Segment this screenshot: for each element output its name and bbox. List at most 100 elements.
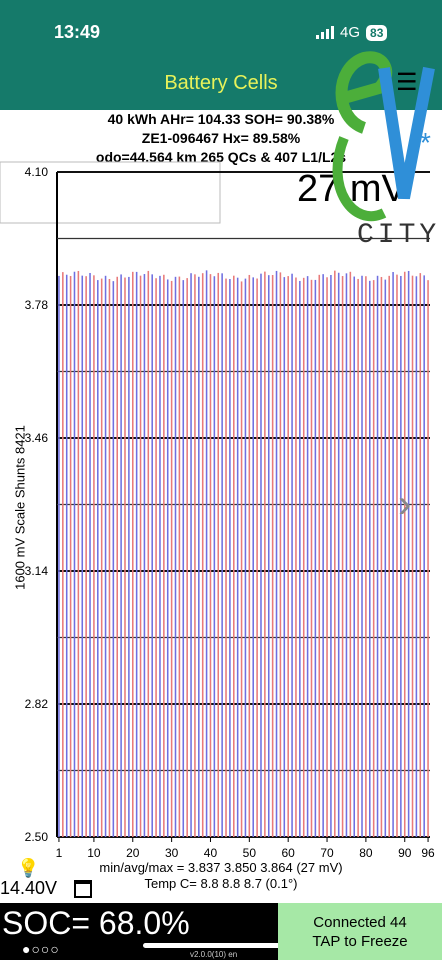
cell-bar (174, 276, 177, 837)
info-line-odo: odo=44,564 km 265 QCs & 407 L1/L2s (95, 149, 347, 165)
cell-bar (240, 281, 243, 837)
x-tick-label: 50 (243, 846, 257, 860)
cell-bar (128, 276, 130, 837)
x-tick-label: 80 (359, 846, 373, 860)
cell-bar (217, 272, 220, 837)
bulb-icon[interactable]: 💡 (17, 858, 40, 878)
cell-bar (178, 276, 181, 837)
cell-bar (190, 273, 192, 838)
info-line-capacity: 40 kWh AHr= 104.33 SOH= 90.38% (107, 111, 335, 127)
cell-bar (267, 275, 270, 837)
cell-bar (400, 275, 402, 838)
cell-bar (143, 274, 146, 837)
cell-bar (221, 273, 223, 837)
x-tick-label: 10 (87, 846, 101, 860)
soc-panel: SOC= 68.0% ●○○○ v2.0.0(10) en (0, 903, 293, 960)
cell-bar (100, 278, 103, 837)
cell-bar (159, 275, 161, 838)
cell-bar (407, 270, 410, 838)
cell-bar (260, 273, 262, 837)
y-tick-label: 3.78 (25, 298, 49, 312)
cell-bar (322, 274, 324, 837)
cell-bar (147, 270, 150, 837)
cell-bar (213, 276, 216, 837)
cell-bar (341, 276, 344, 838)
cell-bar (396, 274, 398, 837)
cell-bar (131, 271, 134, 837)
cell-bar (423, 275, 425, 837)
y-tick-label: 2.82 (25, 697, 49, 711)
cell-bar (198, 276, 200, 837)
cell-bar (97, 280, 99, 838)
cell-bar (365, 276, 367, 837)
cell-bar (244, 278, 247, 837)
cell-bar (411, 275, 414, 837)
cell-bar (357, 278, 359, 837)
aux-voltage: 14.40V (0, 878, 58, 898)
cell-bar (89, 272, 91, 837)
cell-bar (124, 277, 126, 837)
cell-voltage-chart[interactable]: 4.10 3.78 3.46 3.14 2.82 2.50 1 10 20 30 40 50 60 70… (0, 0, 442, 860)
y-tick-label: 4.10 (25, 165, 49, 179)
cell-bar (135, 271, 138, 837)
network-label: 4G (340, 24, 361, 41)
cell-bar (388, 275, 390, 837)
cell-bar (376, 275, 379, 837)
cell-stats: min/avg/max = 3.837 3.850 3.864 (27 mV) … (0, 860, 442, 892)
cell-bar (194, 274, 196, 837)
cell-bar (326, 277, 328, 838)
cell-bar (314, 279, 317, 837)
cell-bar (166, 279, 169, 837)
minmax-stats: min/avg/max = 3.837 3.850 3.864 (27 mV) (99, 860, 343, 875)
cell-bar (236, 277, 239, 837)
cell-bar (225, 278, 227, 837)
cell-bar (139, 275, 142, 837)
page-title: Battery Cells (164, 72, 278, 94)
menu-icon[interactable]: ☰ (396, 69, 418, 96)
cell-bar (287, 276, 289, 837)
cell-bar (65, 274, 68, 838)
cell-bar (279, 272, 282, 837)
cell-bar (415, 276, 418, 837)
y-tick-label: 2.50 (25, 830, 49, 844)
cell-bar (104, 275, 107, 837)
cell-bar (201, 273, 204, 838)
x-tick-label: 90 (398, 846, 412, 860)
cell-bar (306, 276, 309, 838)
freeze-label: TAP to Freeze (312, 933, 408, 950)
calendar-icon[interactable] (74, 880, 92, 898)
cell-bar (368, 280, 371, 837)
cell-bar (345, 273, 348, 837)
chevron-right-icon[interactable]: › (398, 482, 412, 526)
soc-value: SOC= 68.0% (2, 905, 190, 941)
svg-text:*: * (420, 127, 431, 158)
y-axis-label-wrap: 1600 mV Scale Shunts 8421 (10, 400, 28, 700)
cell-bar (81, 275, 84, 837)
cell-bar (419, 273, 422, 837)
info-line-id: ZE1-096467 Hx= 89.58% (141, 130, 301, 146)
cell-bar (229, 279, 231, 837)
cell-bar (283, 277, 286, 837)
x-tick-label: 96 (421, 846, 435, 860)
freeze-button[interactable]: Connected 44 TAP to Freeze (278, 903, 442, 960)
cell-bar (93, 275, 95, 837)
y-axis-label: 1600 mV Scale Shunts 8421 (12, 425, 28, 590)
cell-bar (116, 276, 119, 837)
connection-status: Connected 44 (313, 914, 407, 931)
cell-bar (299, 280, 301, 837)
cell-bar (73, 271, 76, 838)
page-dots[interactable]: ●○○○ (22, 941, 60, 957)
cell-bar (271, 275, 274, 837)
cell-bar (349, 271, 352, 837)
cell-bar (372, 280, 375, 838)
cell-bar (209, 274, 212, 838)
x-tick-label: 70 (320, 846, 334, 860)
cell-bar (310, 279, 313, 837)
cell-bar (353, 276, 356, 837)
status-time: 13:49 (54, 22, 101, 42)
y-tick-label: 3.14 (25, 564, 49, 578)
cell-bar (264, 271, 266, 837)
app-version: v2.0.0(10) en (190, 950, 238, 959)
cell-bar (155, 278, 157, 837)
